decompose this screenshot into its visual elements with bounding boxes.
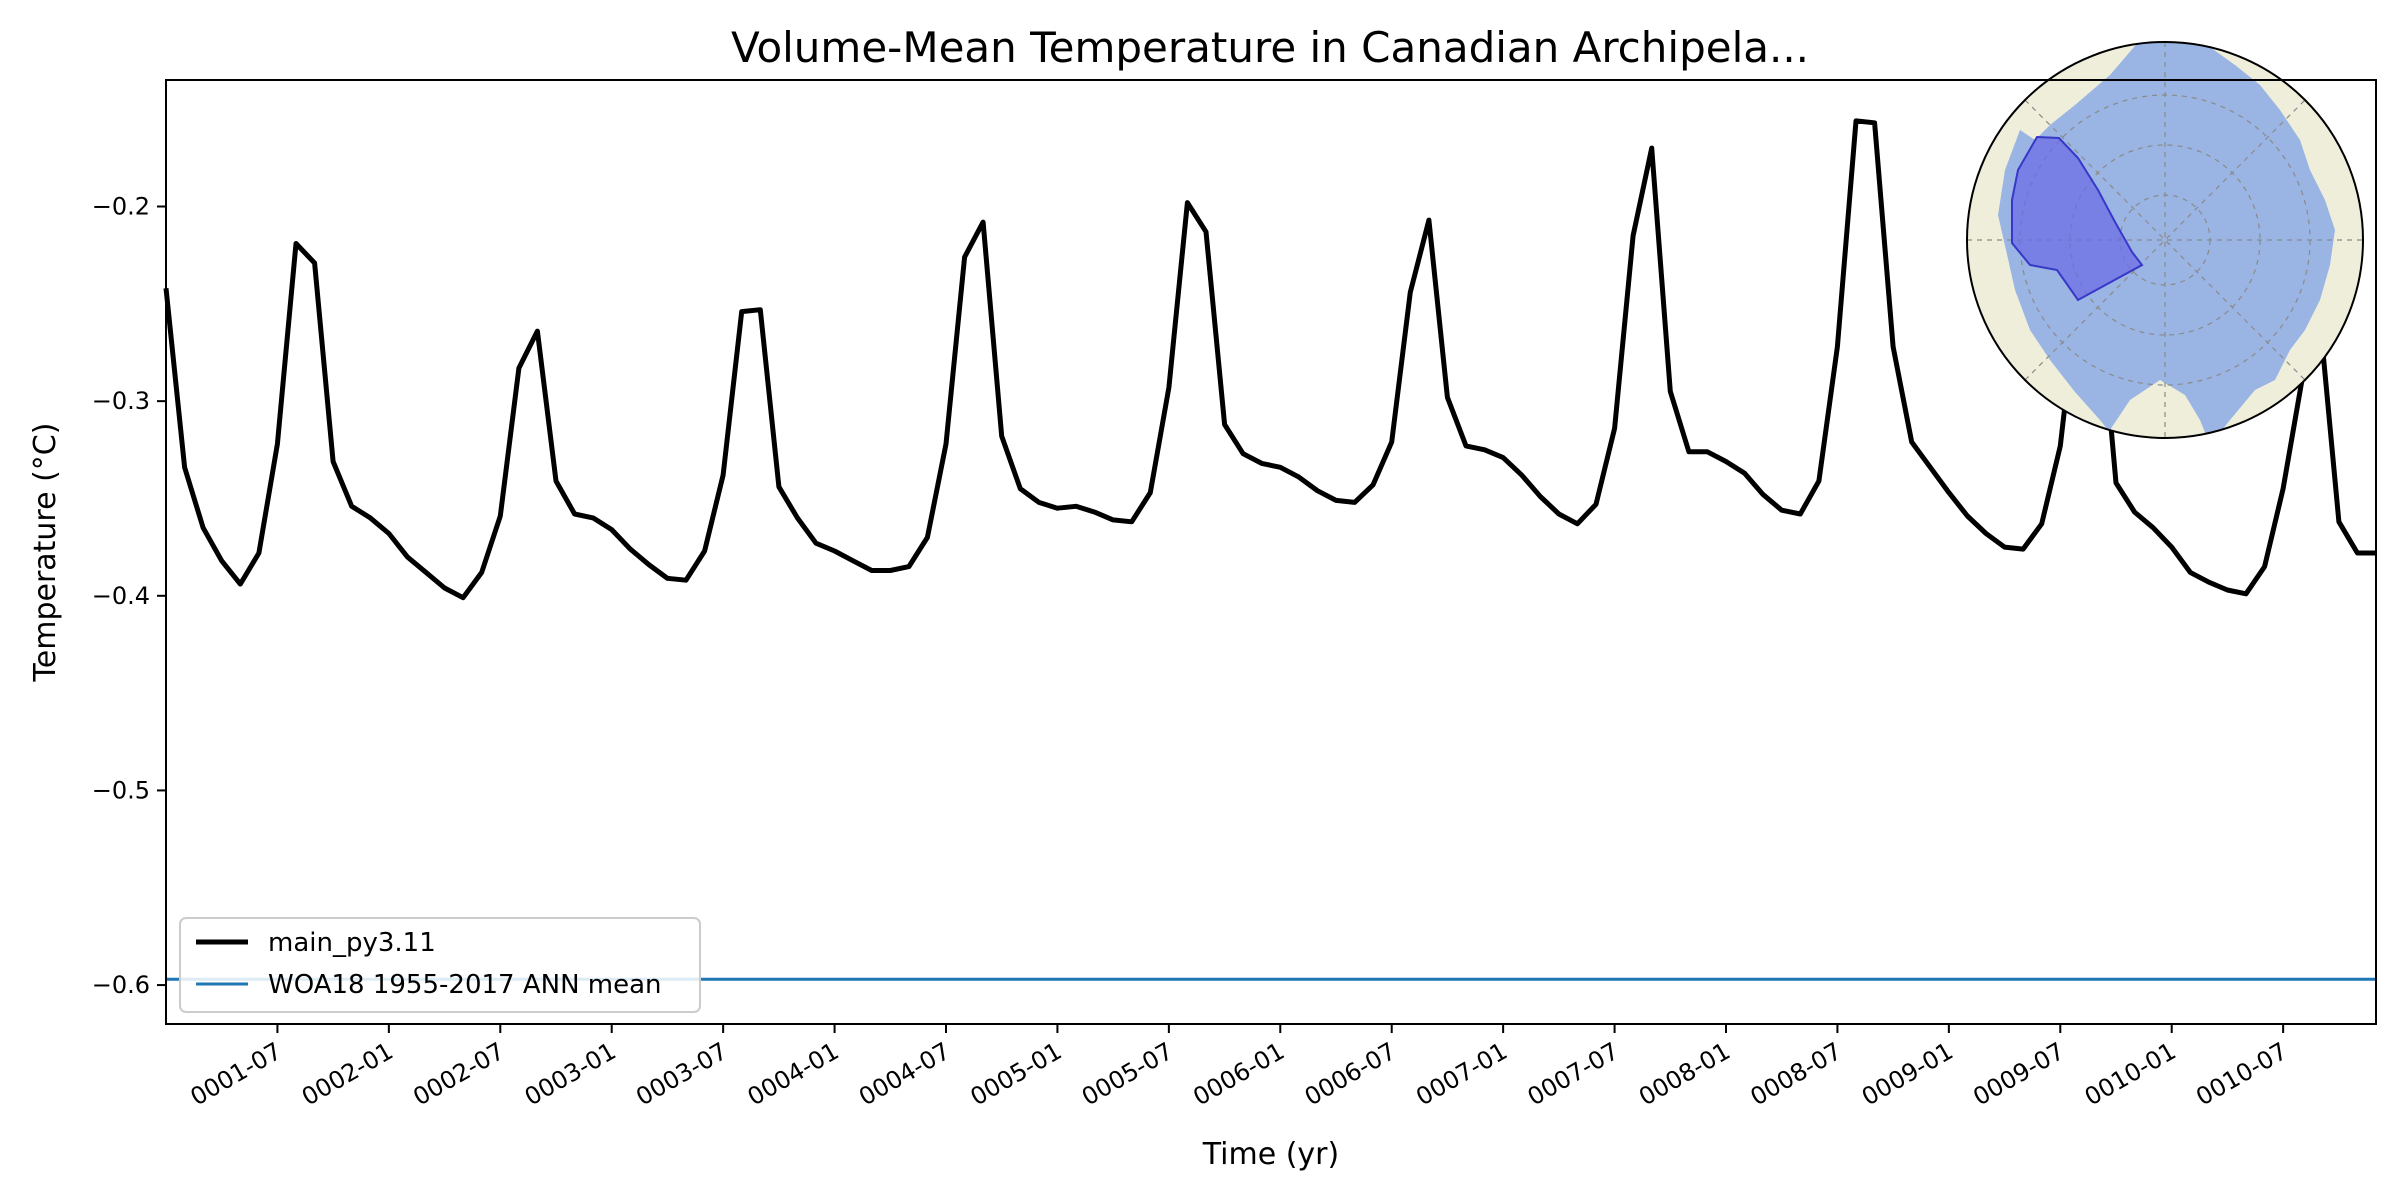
y-tick-label: −0.4 — [92, 582, 150, 610]
y-tick-label: −0.3 — [92, 387, 150, 415]
x-axis-label: Time (yr) — [1202, 1137, 1339, 1172]
series-layer — [163, 118, 2376, 601]
y-axis: −0.6 −0.5 −0.4 −0.3 −0.2 — [92, 193, 166, 999]
legend: main_py3.11 WOA18 1955-2017 ANN mean — [179, 917, 701, 1013]
y-axis-label: Temperature (°C) — [28, 423, 63, 683]
map-region-highlight — [2011, 135, 2144, 302]
inset-map — [1966, 41, 2364, 439]
series-line-main — [163, 118, 2376, 601]
y-tick-label: −0.5 — [92, 776, 150, 804]
plot-frame — [165, 79, 2377, 1025]
map-content — [1967, 42, 2363, 438]
y-tick-label: −0.2 — [92, 193, 150, 221]
map-land-bottom — [2100, 380, 2210, 438]
legend-label-main: main_py3.11 — [268, 928, 436, 958]
legend-label-woa18: WOA18 1955-2017 ANN mean — [268, 970, 662, 1000]
map-border — [1966, 41, 2364, 439]
y-tick-label: −0.6 — [92, 971, 150, 999]
chart-title: Volume-Mean Temperature in Canadian Arch… — [731, 23, 1809, 72]
map-land-eurasia — [2200, 42, 2363, 438]
legend-frame — [179, 917, 701, 1013]
